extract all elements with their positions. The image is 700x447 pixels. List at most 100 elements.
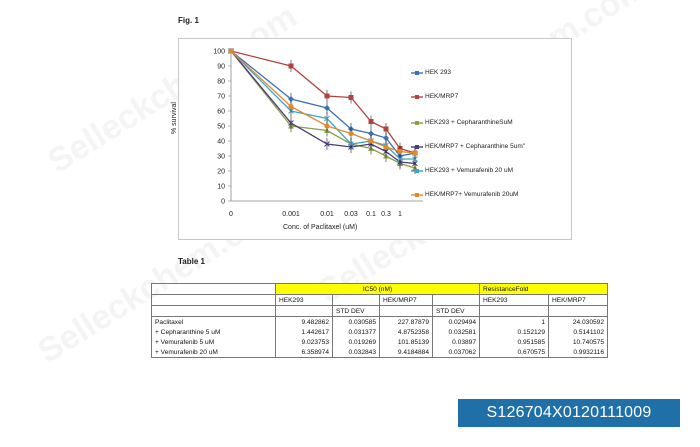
data-point [348, 95, 354, 100]
table-cell [548, 305, 608, 317]
legend-swatch [411, 95, 423, 99]
table-cell [151, 294, 276, 306]
table-cell: 4.8752358 [379, 327, 433, 337]
y-tick-label: 80 [217, 79, 225, 86]
figure-label: Fig. 1 [178, 16, 199, 25]
y-tick-label: 50 [217, 124, 225, 131]
x-tick-label: 0.001 [282, 211, 300, 218]
table-std-dev-header: STD DEV [432, 305, 480, 317]
data-point [348, 130, 354, 137]
table-cell: 24.030592 [548, 316, 608, 327]
data-point [412, 150, 418, 156]
y-tick-label: 20 [217, 169, 225, 176]
line-chart: 0 10 20 30 40 50 60 70 80 90 100 0 0.001 0.01 0.03 0.1 0… [213, 48, 423, 218]
data-point [228, 48, 234, 54]
table-cell: 10.740575 [548, 337, 608, 347]
x-tick-label: 1 [398, 211, 402, 218]
table-cell [151, 305, 276, 317]
data-point [288, 120, 294, 126]
legend-label: HEK/MRP7 + Cepharanthine 5um" [425, 143, 526, 150]
table-cell: Paclitaxel [151, 316, 276, 327]
table-cell: 9.482862 [275, 316, 333, 327]
x-axis-label: Conc. of Paclitaxel (uM) [283, 224, 358, 231]
table-subheader-hek293: HEK293 [479, 294, 549, 306]
legend-swatch [411, 169, 423, 173]
chart-panel: 0 10 20 30 40 50 60 70 80 90 100 0 0.001 0.01 0.03 0.1 0… [171, 38, 572, 240]
data-point [368, 130, 374, 137]
table-cell: 9.023753 [275, 337, 333, 347]
legend-label: HEK 293 [425, 69, 452, 76]
data-point [383, 126, 389, 132]
y-tick-label: 90 [217, 64, 225, 71]
legend-label: HEK293 + Vemurafenib 20 uM [425, 167, 513, 174]
data-point [368, 119, 374, 124]
legend-label: HEK/MRP7+ Vemurafenib 20uM [425, 191, 519, 198]
legend-swatch-marker [415, 71, 419, 75]
table-std-dev-header: STD DEV [332, 305, 380, 317]
table-cell: 0.670575 [479, 347, 549, 358]
table-subheader-hek-mrp7: HEK/MRP7 [548, 294, 608, 306]
data-point [397, 156, 403, 162]
data-point [324, 93, 330, 99]
table-cell [151, 283, 276, 295]
x-tick-label: 0.01 [320, 211, 334, 218]
table-std-header-row: STD DEV STD DEV [151, 305, 608, 317]
table-cell: 9.4184884 [379, 347, 433, 358]
data-point [368, 138, 374, 144]
y-axis-label: % survival [171, 102, 178, 134]
data-point [324, 115, 330, 122]
table-cell: 0.5141102 [548, 327, 608, 337]
table-cell: 0.032843 [332, 347, 380, 358]
data-point [383, 144, 389, 150]
data-point [324, 123, 330, 129]
table-cell: 0.03897 [432, 337, 480, 347]
series-line [230, 50, 416, 157]
y-tick-label: 60 [217, 109, 225, 116]
legend-swatch-marker [415, 169, 419, 173]
ic50-table: IC50 (nM) ResistanceFold HEK293 HEK/MRP7… [151, 283, 608, 358]
y-tick-label: 30 [217, 154, 225, 161]
y-tick-label: 70 [217, 94, 225, 101]
table-cell: 0.152129 [479, 327, 549, 337]
table-cell: + Vemurafenib 20 uM [151, 347, 276, 358]
legend-swatch [411, 121, 423, 125]
table-subheader-row: HEK293 HEK/MRP7 HEK293 HEK/MRP7 [151, 294, 608, 306]
y-tick-label: 100 [213, 49, 225, 56]
table-cell: 0.9932116 [548, 347, 608, 358]
y-tick-label: 10 [217, 184, 225, 191]
catalog-number-badge: S126704X0120111009 [458, 399, 680, 427]
y-tick-label: 0 [221, 199, 225, 206]
x-tick-label: 0.1 [366, 211, 376, 218]
data-point [324, 141, 330, 147]
data-point [288, 63, 294, 69]
table-header-row: IC50 (nM) ResistanceFold [151, 283, 608, 295]
legend-label: HEK/MRP7 [425, 93, 459, 100]
table-cell: 0.019269 [332, 337, 380, 347]
table-cell [332, 294, 380, 306]
table-header-ic50: IC50 (nM) [275, 283, 480, 295]
table-cell: 0.032581 [432, 327, 480, 337]
data-point [348, 141, 354, 147]
data-point [288, 103, 294, 110]
x-tick-label: 0 [229, 211, 233, 218]
table-cell: 6.358974 [275, 347, 333, 358]
table-label: Table 1 [178, 257, 205, 266]
table-cell [275, 305, 333, 317]
legend-swatch [411, 193, 423, 197]
table-cell: 0.037062 [432, 347, 480, 358]
table-cell: 227.87879 [379, 316, 433, 327]
legend-label: HEK293 + CepharanthineSuM [425, 119, 513, 126]
legend-swatch-marker [415, 95, 419, 99]
x-tick-label: 0.03 [344, 211, 358, 218]
table-cell: 0.029494 [432, 316, 480, 327]
table-row: + Vemurafenib 20 uM 6.358974 0.032843 9.… [151, 347, 608, 358]
table-cell: 1.442617 [275, 327, 333, 337]
legend-swatch-marker [415, 121, 419, 125]
series-line [230, 50, 415, 160]
table-row: + Vemurafenib 5 uM 9.023753 0.019269 101… [151, 337, 608, 347]
table-cell: 0.031377 [332, 327, 380, 337]
table-cell: + Vemurafenib 5 uM [151, 337, 276, 347]
table-subheader-hek293: HEK293 [275, 294, 333, 306]
data-point [397, 148, 403, 155]
y-tick-label: 40 [217, 139, 225, 146]
